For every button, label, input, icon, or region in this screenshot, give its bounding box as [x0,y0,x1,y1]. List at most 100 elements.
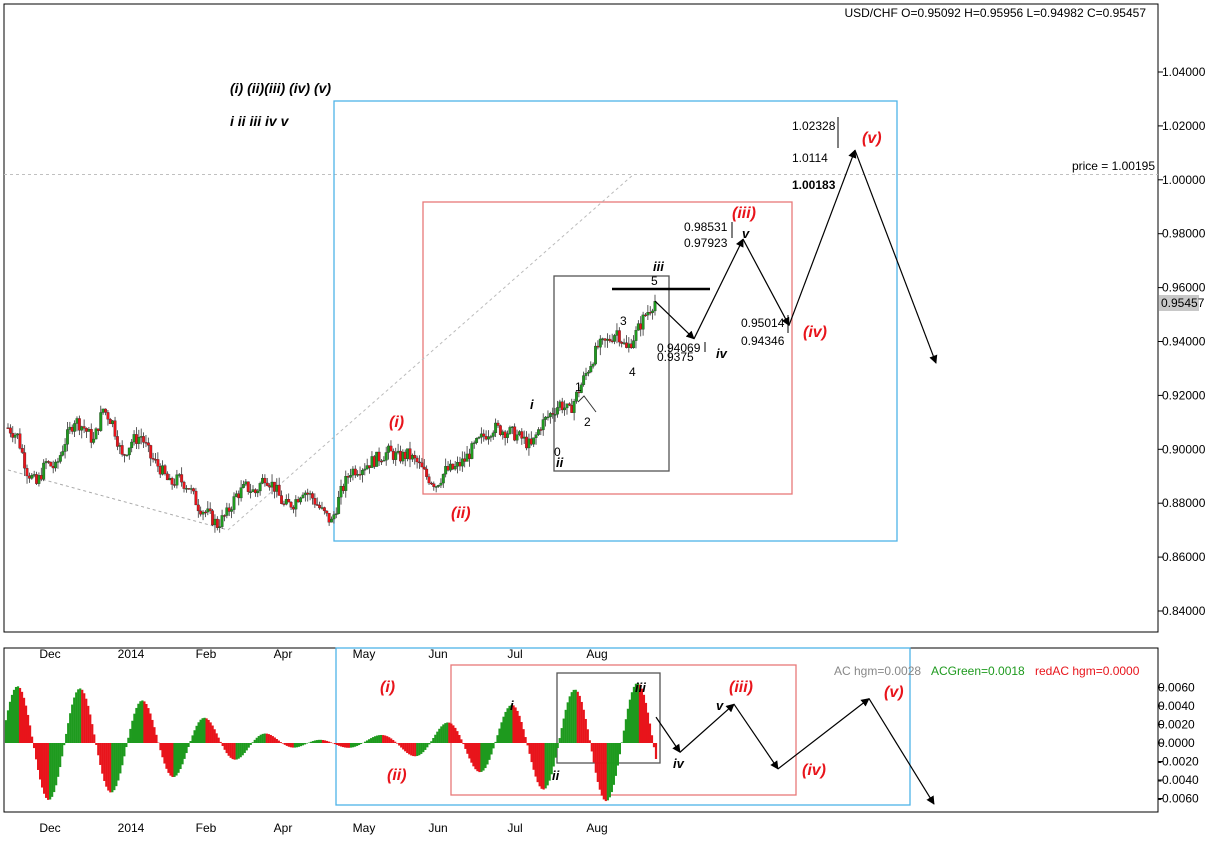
channel-lower-line [7,469,229,531]
candle-body [332,514,336,520]
candle-body [420,462,424,468]
candle-body [627,343,631,348]
projection-arrow [868,698,935,805]
level-0-94069: 0.94069 [657,341,701,355]
candle-body [605,338,609,341]
candle-body [444,466,448,475]
y-tick-label: 0.88000 [1162,496,1206,510]
price-y-axis: 1.04000 1.02000 1.00000 0.98000 0.96000 0.940… [1158,65,1206,618]
x-tick-label: May [353,821,376,835]
candle-body [101,408,105,413]
subwave-3: 3 [620,314,627,328]
candle-body [567,403,571,406]
candle-body [296,499,300,503]
candle-body [11,433,15,438]
y-tick-label: 1.00000 [1162,173,1206,187]
candle-body [363,468,367,471]
projection-arrow [654,300,695,340]
candle-body [25,468,29,477]
candle-body [456,462,460,467]
ind-wave-label-v-minor: (v) [884,684,904,701]
candle-body [422,466,426,470]
y-tick-label: -0.0060 [1158,792,1199,806]
candle-body [629,343,633,349]
y-tick-label: 0.90000 [1162,442,1206,456]
candle-body [149,445,153,459]
candle-body [401,451,405,462]
candle-body [301,494,305,499]
candle-body [118,445,122,447]
indicator-y-axis: 0.0060 0.0040 0.0020 0.0000 -0.0020 -0.0040 -0… [1158,681,1199,806]
projection-arrows-indicator [655,698,935,805]
y-tick-label: -0.0040 [1158,773,1199,787]
candle-body [173,484,176,486]
candle-body [213,518,217,526]
level-0-95014: 0.95014 [741,316,785,330]
candle-body [261,477,264,484]
x-tick-label: Jul [507,821,522,835]
candle-body [230,509,234,512]
candle-body [180,474,184,483]
candle-body [553,414,557,416]
candle-body [187,488,191,490]
wave-label-iv-minute: iv [716,346,728,361]
candle-body [539,429,543,431]
candle-body [351,468,355,476]
candle-body [299,497,303,503]
ac-histogram [4,682,658,802]
ind-wave-label-ii-minute: ii [552,768,560,783]
candle-body [134,434,138,444]
candle-body [156,459,160,467]
candle-body [322,507,326,512]
candle-body [344,476,348,491]
candle-body [498,425,502,435]
projection-arrow [854,149,938,364]
candle-body [470,443,474,459]
candle-body [282,503,286,505]
candle-body [477,437,481,439]
candle-body [130,441,134,449]
candle-body [132,434,136,443]
candle-body [251,489,255,492]
candle-body [291,507,295,510]
candle-body [246,481,250,492]
candle-body [85,428,88,432]
ind-wave-label-i-minute: i [510,698,514,713]
candle-body [325,510,329,514]
candle-body [622,342,626,344]
candle-body [406,448,410,459]
candle-body [61,451,65,456]
candle-body [384,452,388,461]
x-tick-label: Jun [428,647,447,661]
current-price-box [1159,295,1199,311]
candle-body [42,462,46,480]
candle-body [111,420,115,425]
wave-label-ii-minute: ii [556,455,564,470]
candle-body [403,451,407,459]
candle-body [634,330,638,341]
level-1-00183: 1.00183 [792,178,836,192]
candle-body [541,419,545,431]
candle-body [418,461,421,464]
candle-body [413,455,417,459]
candle-body [70,426,74,432]
candle-body [636,323,640,331]
candle-body [8,427,12,434]
candle-body [368,465,372,468]
candle-body [108,419,112,425]
candle-body [434,486,438,488]
candle-body [482,433,486,437]
subwave-2: 2 [584,415,591,429]
ind-wave-label-i-minor: (i) [380,679,395,696]
projection-arrow [742,238,790,327]
candle-body [237,493,241,499]
candle-body [294,499,298,510]
candle-body [584,373,588,376]
candle-body [382,460,386,462]
candle-body [532,437,536,445]
candle-body [13,434,17,438]
candle-body [408,448,412,460]
subwave-5: 5 [651,274,658,288]
projection-arrow [733,703,779,770]
